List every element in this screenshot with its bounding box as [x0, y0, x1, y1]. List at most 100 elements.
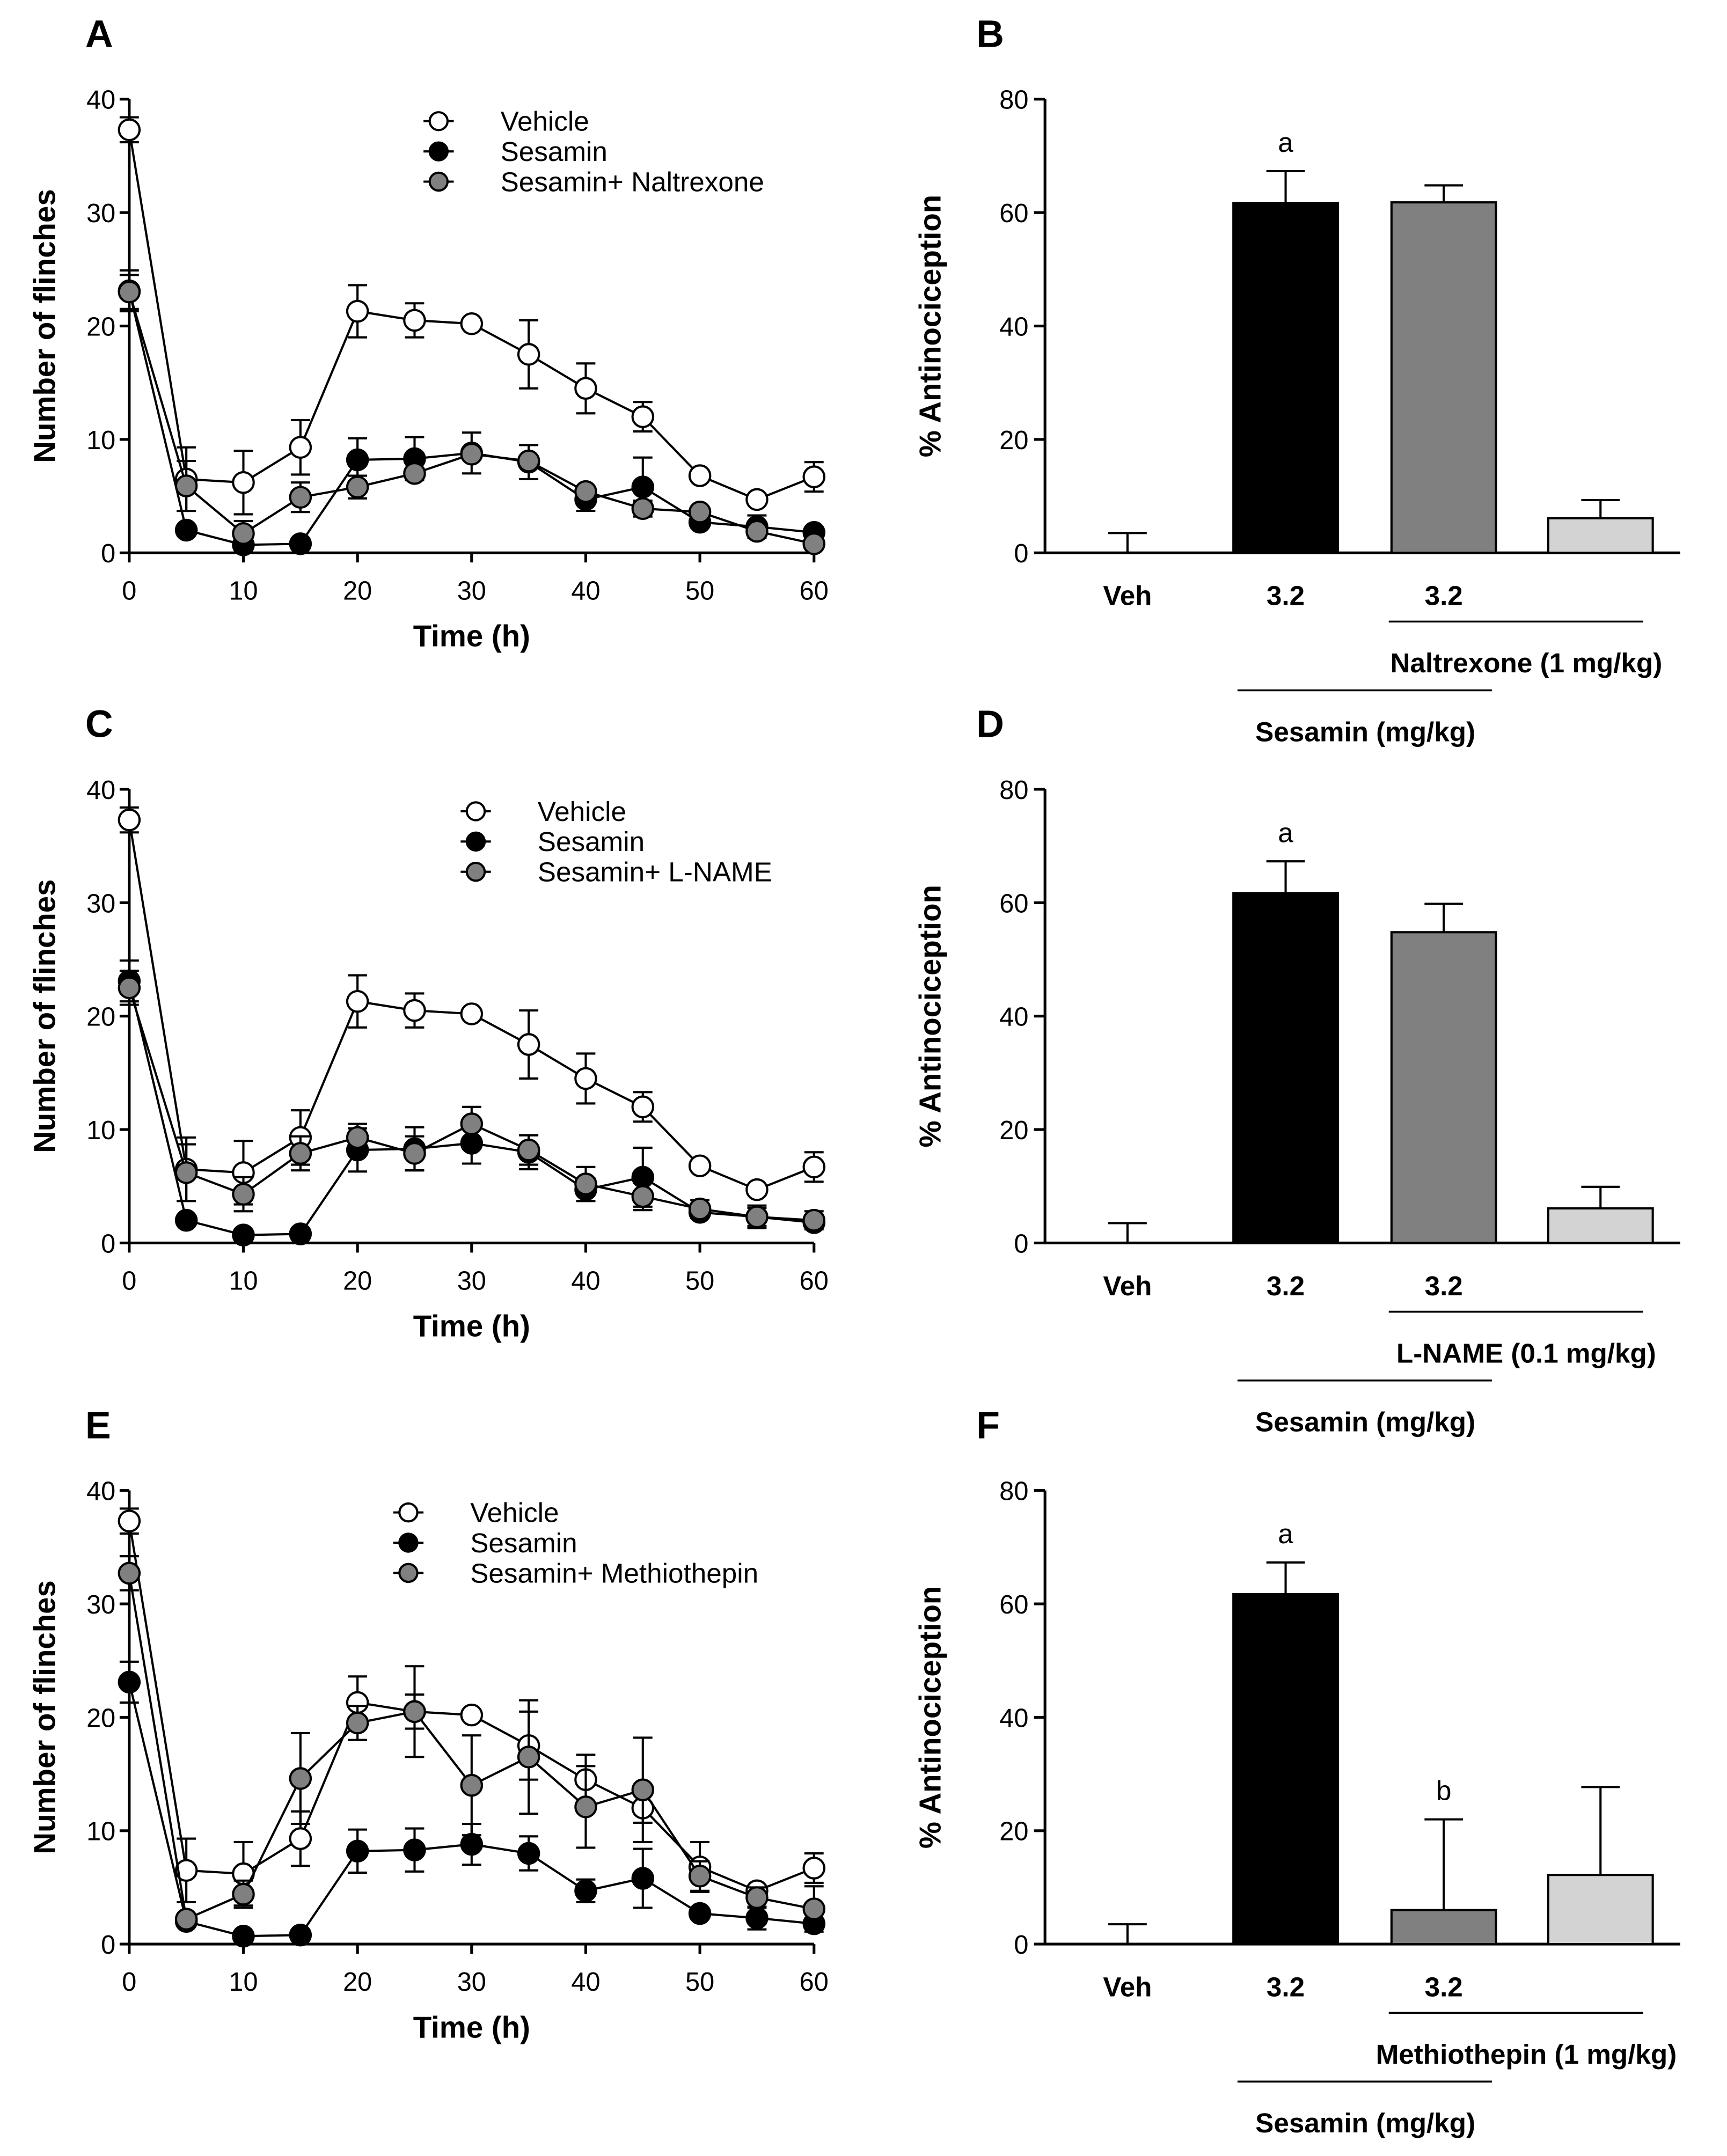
- data-point: [174, 1908, 198, 1931]
- bar: [1547, 1207, 1654, 1244]
- data-point: [688, 1154, 712, 1177]
- group-label: Sesamin (mg/kg): [1255, 1406, 1475, 1437]
- legend-marker: [465, 831, 486, 852]
- y-tick-label: 0: [1014, 539, 1028, 568]
- bar: [1547, 1874, 1654, 1946]
- x-tick-label: 20: [343, 1267, 372, 1296]
- data-point: [574, 480, 597, 503]
- y-tick-label: 60: [999, 199, 1028, 228]
- panel-B: B 0 20 40 60 80 % Antinociception Veh a 3.2 3.2 Nal…: [913, 12, 1680, 747]
- x-axis-title: Time (h): [413, 619, 530, 653]
- treatment-label: Naltrexone (1 mg/kg): [1391, 648, 1663, 678]
- data-point: [346, 989, 369, 1013]
- data-point: [631, 497, 655, 520]
- data-point: [403, 999, 426, 1022]
- x-tick-label: 60: [800, 576, 829, 605]
- data-point: [631, 1867, 655, 1890]
- legend-entry: Vehicle: [538, 796, 626, 827]
- category-label: 3.2: [1267, 581, 1305, 611]
- data-point: [289, 1767, 312, 1790]
- data-point: [460, 312, 484, 335]
- data-point: [289, 1827, 312, 1850]
- y-axis-title: Number of flinches: [27, 189, 61, 463]
- x-tick-label: 30: [457, 1267, 486, 1296]
- legend-entry: Vehicle: [470, 1498, 559, 1528]
- panel-label: E: [85, 1404, 111, 1447]
- category-label: Veh: [1103, 1271, 1152, 1301]
- y-tick-label: 20: [999, 1817, 1028, 1846]
- data-point: [631, 1095, 655, 1119]
- legend-marker: [465, 861, 486, 882]
- error-bar: [1266, 860, 1305, 893]
- x-tick-label: 0: [122, 1267, 136, 1296]
- category-label: 3.2: [1425, 581, 1463, 611]
- x-tick-label: 60: [800, 1267, 829, 1296]
- data-point: [232, 1183, 255, 1206]
- data-point: [289, 1222, 312, 1245]
- treatment-label: Methiothepin (1 mg/kg): [1376, 2039, 1677, 2070]
- data-point: [232, 1223, 255, 1246]
- y-tick-label: 40: [86, 776, 115, 805]
- data-point: [574, 1172, 597, 1196]
- y-tick-label: 30: [86, 1590, 115, 1619]
- bar: [1390, 1909, 1497, 1946]
- panel-F: F 0 20 40 60 80 % Antinociception Veh a 3.2 b 3.2 Me…: [913, 1404, 1680, 2138]
- error-bar: [1424, 184, 1463, 203]
- data-point: [802, 1897, 826, 1920]
- data-point: [517, 1033, 540, 1056]
- category-label: 3.2: [1267, 1271, 1305, 1301]
- data-point: [118, 1670, 141, 1694]
- error-bar: [1108, 1923, 1147, 1945]
- data-point: [174, 1208, 198, 1232]
- significance-label: a: [1278, 127, 1293, 158]
- data-point: [174, 1161, 198, 1184]
- y-tick-label: 0: [101, 539, 115, 568]
- x-tick-label: 60: [800, 1968, 829, 1997]
- treatment-label: L-NAME (0.1 mg/kg): [1396, 1338, 1656, 1368]
- data-point: [232, 1925, 255, 1948]
- y-tick-label: 80: [999, 86, 1028, 115]
- data-point: [346, 299, 369, 323]
- data-point: [631, 475, 655, 498]
- y-tick-label: 60: [999, 889, 1028, 918]
- y-tick-label: 30: [86, 889, 115, 918]
- y-tick-label: 20: [86, 1704, 115, 1733]
- error-bar: [1108, 532, 1147, 553]
- data-point: [517, 1746, 540, 1769]
- bar: [1232, 1593, 1339, 1946]
- error-bar: [1266, 1561, 1305, 1595]
- series-sesamin-methiothepin: [118, 1555, 826, 1933]
- x-tick-label: 50: [685, 1267, 714, 1296]
- data-point: [688, 500, 712, 524]
- data-point: [631, 1185, 655, 1208]
- y-tick-label: 10: [86, 1116, 115, 1145]
- data-point: [118, 976, 141, 1000]
- data-point: [574, 1795, 597, 1818]
- significance-label: a: [1278, 1519, 1293, 1549]
- y-tick-label: 80: [999, 1477, 1028, 1506]
- data-point: [346, 475, 369, 498]
- y-tick-label: 40: [999, 1704, 1028, 1733]
- category-label: Veh: [1103, 581, 1152, 611]
- x-tick-label: 0: [122, 576, 136, 605]
- data-point: [745, 1205, 769, 1229]
- y-tick-label: 40: [999, 312, 1028, 341]
- error-bar: [1424, 903, 1463, 933]
- y-tick-label: 10: [86, 426, 115, 455]
- legend-marker: [398, 1502, 419, 1523]
- legend-entry: Sesamin+ L-NAME: [538, 857, 772, 888]
- x-tick-label: 20: [343, 576, 372, 605]
- data-point: [802, 1857, 826, 1880]
- y-tick-label: 20: [999, 1116, 1028, 1145]
- y-tick-label: 40: [86, 86, 115, 115]
- data-point: [174, 518, 198, 542]
- data-point: [232, 522, 255, 545]
- legend-marker: [398, 1532, 419, 1553]
- y-tick-label: 20: [86, 1003, 115, 1032]
- data-point: [460, 1773, 484, 1797]
- y-tick-label: 0: [101, 1931, 115, 1960]
- category-label: 3.2: [1425, 1971, 1463, 2002]
- x-tick-label: 0: [122, 1968, 136, 1997]
- error-bar: [1424, 1818, 1463, 1910]
- data-point: [460, 1703, 484, 1727]
